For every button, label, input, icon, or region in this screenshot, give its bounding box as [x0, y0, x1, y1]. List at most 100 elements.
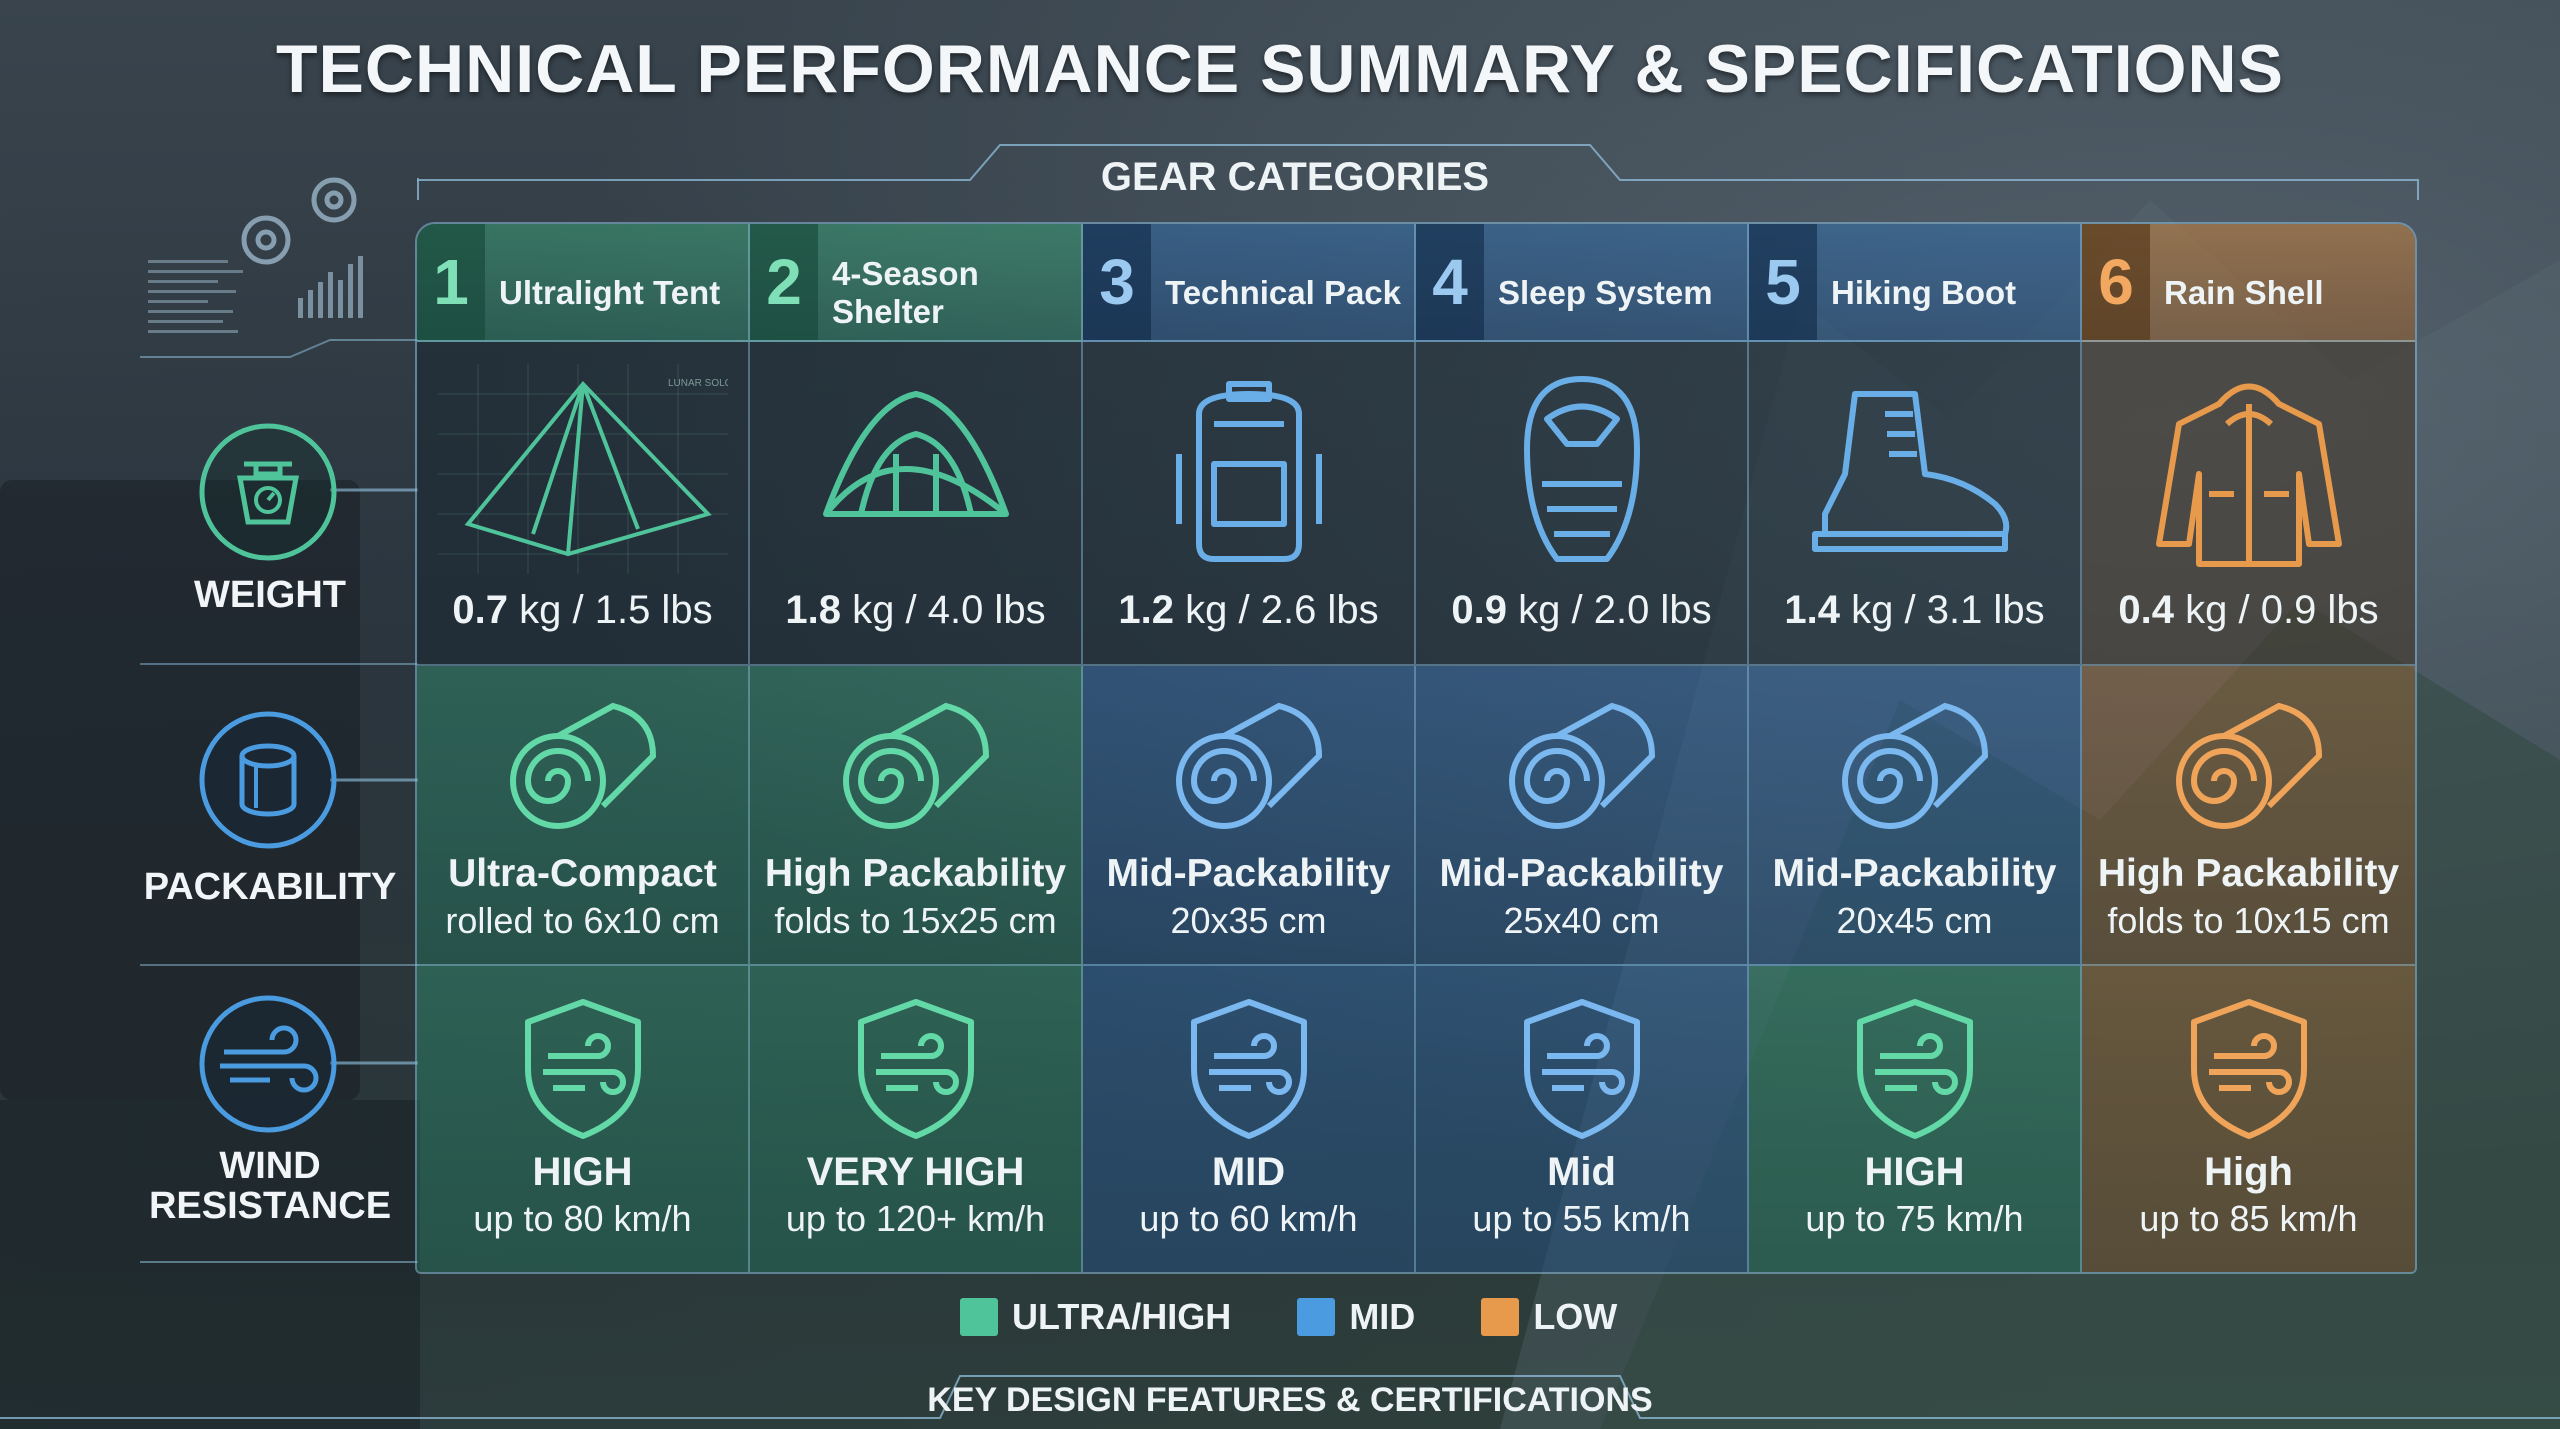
wind-shield-icon	[524, 999, 641, 1139]
weight-value: 1.4 kg / 3.1 lbs	[1749, 588, 2080, 633]
wind-speed: up to 120+ km/h	[785, 1198, 1046, 1239]
legend: ULTRA/HIGH MID LOW	[960, 1296, 1657, 1338]
rolled-pad-icon	[1841, 702, 1988, 829]
category-name: 4-Season Shelter	[832, 255, 979, 330]
packability-cell-4: Mid-Packability 25x40 cm	[1416, 666, 1749, 966]
packability-rating: Ultra-Compact	[448, 852, 717, 895]
category-number: 5	[1749, 224, 1817, 340]
category-header-6: 6 Rain Shell	[2082, 224, 2415, 342]
legend-item-low: LOW	[1481, 1296, 1617, 1338]
wind-speed: up to 55 km/h	[1472, 1198, 1691, 1239]
packability-size: folds to 15x25 cm	[774, 900, 1057, 941]
packability-rating: Mid-Packability	[1106, 852, 1391, 895]
category-header-5: 5 Hiking Boot	[1749, 224, 2082, 342]
wind-shield-icon	[1856, 999, 1973, 1139]
wind-speed: up to 85 km/h	[2139, 1198, 2358, 1239]
weight-cell-5: 1.4 kg / 3.1 lbs	[1749, 342, 2082, 666]
wind-cell-3: MID up to 60 km/h	[1083, 966, 1416, 1272]
wind-shield-icon	[857, 999, 974, 1139]
wind-shield-icon	[1190, 999, 1307, 1139]
legend-swatch	[1297, 1298, 1336, 1336]
rolled-pad-icon	[1175, 702, 1322, 829]
scale-icon	[199, 423, 337, 561]
weight-cell-6: 0.4 kg / 0.9 lbs	[2082, 342, 2415, 666]
category-name: Hiking Boot	[1831, 274, 2017, 311]
category-number: 4	[1416, 224, 1484, 340]
weight-cell-3: 1.2 kg / 2.6 lbs	[1083, 342, 1416, 666]
legend-label: MID	[1349, 1296, 1416, 1337]
dome-tent-icon	[822, 391, 1009, 517]
packability-cell-2: High Packability folds to 15x25 cm	[750, 666, 1083, 966]
wind-rating: HIGH	[532, 1150, 633, 1194]
rolled-pad-icon	[509, 702, 656, 829]
category-header-1: 1 Ultralight Tent	[417, 224, 750, 342]
wind-rating: VERY HIGH	[806, 1150, 1025, 1194]
wind-cell-6: High up to 85 km/h	[2082, 966, 2415, 1272]
weight-value: 0.9 kg / 2.0 lbs	[1416, 588, 1747, 633]
rolled-pad-icon	[1508, 702, 1655, 829]
weight-cell-1: LUNAR SOLO 0.7 kg / 1.5 lbs	[417, 342, 750, 666]
roll-icon	[199, 711, 337, 849]
weight-kg-number: 0.7	[452, 588, 509, 632]
backpack-icon	[1175, 381, 1322, 562]
category-number: 1	[417, 224, 485, 340]
weight-value: 1.2 kg / 2.6 lbs	[1083, 588, 1414, 633]
wind-shield-icon	[1523, 999, 1640, 1139]
wind-cell-2: VERY HIGH up to 120+ km/h	[750, 966, 1083, 1272]
row-label-weight: WEIGHT	[194, 574, 346, 616]
spec-table: 1 Ultralight Tent 2 4-Season Shelter 3 Tech…	[415, 222, 2417, 1274]
packability-cell-5: Mid-Packability 20x45 cm	[1749, 666, 2082, 966]
wind-rating: HIGH	[1864, 1150, 1965, 1194]
gears-icon	[148, 177, 363, 333]
packability-size: 20x35 cm	[1170, 900, 1327, 941]
packability-cell-6: High Packability folds to 10x15 cm	[2082, 666, 2415, 966]
wind-speed: up to 75 km/h	[1805, 1198, 2024, 1239]
packability-rating: High Packability	[2097, 852, 2400, 895]
weight-units: kg / 3.1 lbs	[1840, 588, 2045, 632]
packability-cell-1: Ultra-Compact rolled to 6x10 cm	[417, 666, 750, 966]
weight-value: 0.4 kg / 0.9 lbs	[2082, 588, 2415, 633]
category-header-4: 4 Sleep System	[1416, 224, 1749, 342]
weight-units: kg / 2.0 lbs	[1507, 588, 1712, 632]
category-header-3: 3 Technical Pack	[1083, 224, 1416, 342]
packability-rating: Mid-Packability	[1772, 852, 2057, 895]
legend-swatch	[960, 1298, 998, 1336]
wind-icon	[199, 995, 337, 1133]
wind-rating: Mid	[1547, 1150, 1616, 1194]
gear-categories-label: GEAR CATEGORIES	[1100, 155, 1490, 199]
weight-units: kg / 1.5 lbs	[508, 588, 713, 632]
category-number: 6	[2082, 224, 2150, 340]
category-number: 2	[750, 224, 818, 340]
legend-label: LOW	[1533, 1296, 1618, 1337]
rolled-pad-icon	[842, 702, 989, 829]
row-label-packability: PACKABILITY	[143, 866, 397, 908]
page-title: TECHNICAL PERFORMANCE SUMMARY & SPECIFIC…	[275, 31, 2284, 107]
weight-kg-number: 1.4	[1784, 588, 1841, 632]
rolled-pad-icon	[2175, 702, 2322, 829]
weight-cell-2: 1.8 kg / 4.0 lbs	[750, 342, 1083, 666]
category-name: Technical Pack	[1165, 274, 1402, 311]
category-number: 3	[1083, 224, 1151, 340]
weight-units: kg / 0.9 lbs	[2174, 588, 2379, 632]
legend-item-mid: MID	[1297, 1296, 1415, 1338]
tent-blueprint-icon: LUNAR SOLO	[437, 364, 728, 574]
blueprint-label: LUNAR SOLO	[668, 378, 728, 389]
key-features-label: KEY DESIGN FEATURES & CERTIFICATIONS	[927, 1381, 1653, 1419]
packability-rating: High Packability	[764, 852, 1067, 895]
wind-cell-4: Mid up to 55 km/h	[1416, 966, 1749, 1272]
wind-cell-1: HIGH up to 80 km/h	[417, 966, 750, 1272]
weight-kg-number: 0.9	[1451, 588, 1508, 632]
row-label-wind-line1: WIND	[219, 1145, 321, 1187]
weight-kg-number: 1.8	[785, 588, 842, 632]
weight-units: kg / 2.6 lbs	[1174, 588, 1379, 632]
packability-rating: Mid-Packability	[1439, 852, 1724, 895]
sleeping-bag-icon	[1523, 376, 1640, 562]
weight-units: kg / 4.0 lbs	[841, 588, 1046, 632]
weight-kg-number: 0.4	[2118, 588, 2175, 632]
wind-speed: up to 80 km/h	[473, 1198, 692, 1239]
category-name: Rain Shell	[2164, 274, 2324, 311]
category-name: Ultralight Tent	[499, 274, 721, 311]
weight-cell-4: 0.9 kg / 2.0 lbs	[1416, 342, 1749, 666]
row-label-wind-resistance: WIND RESISTANCE	[140, 1146, 400, 1226]
